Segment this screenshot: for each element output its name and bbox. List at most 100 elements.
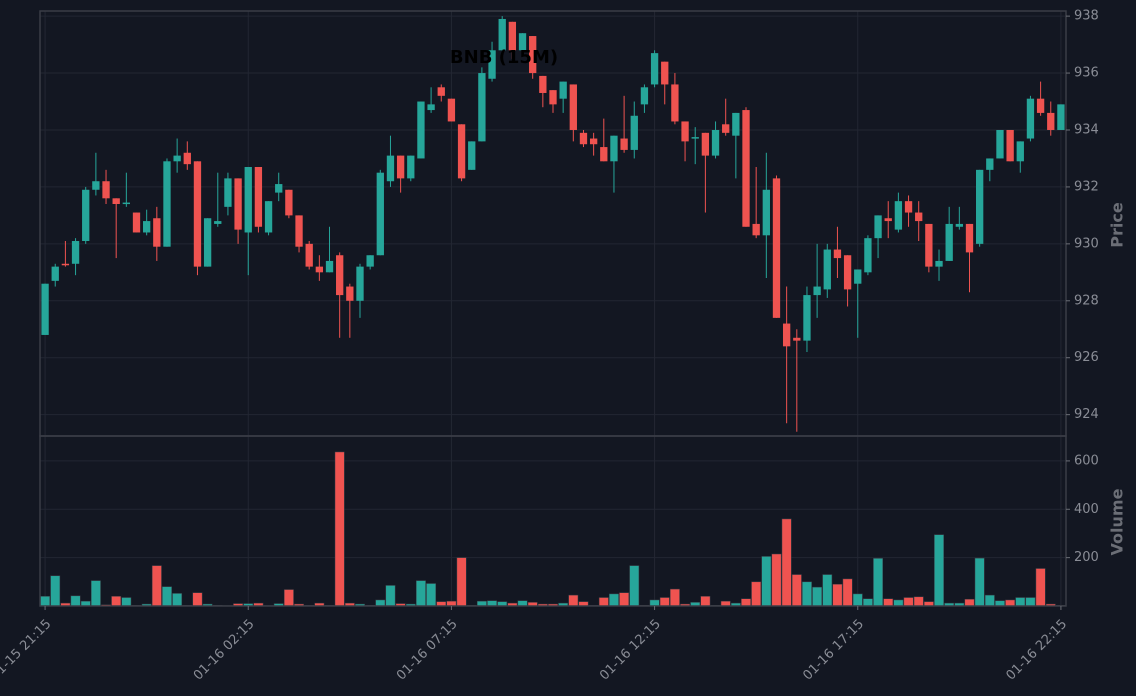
candle-body [640,87,649,105]
candle-body [417,101,425,159]
volume-bar [375,599,386,607]
candle-body [366,255,374,267]
y-tick-label: 400 [1074,502,1099,517]
candle-body [275,184,283,193]
candle-body [203,218,212,267]
volume-bar [649,599,660,607]
volume-bar [852,593,863,607]
candle-body [701,132,710,156]
candle-body [92,181,100,190]
candle-body [579,132,588,145]
candle-body [589,138,598,145]
candle-body [986,158,994,170]
volume-bar [984,594,995,607]
candle-body [1057,104,1065,130]
candle-body [82,189,90,242]
volume-bar [913,596,924,607]
volume-bar [802,581,812,607]
candle-body [691,137,699,139]
candle-body [336,255,344,296]
volume-bar [1025,597,1036,607]
candle-body [132,212,141,233]
candle-body [965,223,974,253]
candle-body [864,238,872,273]
volume-bar [456,557,467,607]
volume-bar [934,534,944,607]
candle-body [925,223,933,267]
candle-body [600,147,608,162]
volume-bar [121,597,132,607]
candle-body [793,337,801,341]
candle-body [478,73,486,142]
volume-bar [771,553,782,607]
candle-body [437,87,445,96]
volume-bar [1005,599,1016,607]
volume-bar [812,586,823,607]
candle-body [295,215,303,247]
candle-body [742,110,750,227]
candle-body [224,178,232,207]
candle-body [813,286,821,296]
candle-body [183,152,191,165]
candle-body [346,286,354,301]
candle-body [630,115,638,150]
volume-bar [862,598,873,607]
y-tick-label: 932 [1074,179,1099,194]
y-tick-label: 200 [1074,550,1099,565]
candle-body [71,241,80,264]
candle-body [193,161,202,267]
volume-bar [426,583,437,607]
chart-title: BNB (15M) [450,47,558,68]
candle-body [833,249,842,259]
volume-bar [50,575,61,607]
volume-bar [822,574,833,607]
candle-body [894,201,903,230]
volume-bar [90,580,101,607]
candle-body [722,124,730,133]
y-tick-label: 926 [1074,350,1099,365]
candle-body [975,169,984,244]
candle-body [1006,129,1014,162]
volume-bar [629,565,640,607]
volume-bar [1015,597,1026,607]
volume-bar [974,557,985,607]
candle-body [285,189,293,216]
candle-body [945,223,953,261]
y-tick-label: 600 [1074,453,1099,468]
candle-body [661,61,669,85]
volume-bar [40,596,51,607]
volume-axis-label: Volume [1108,488,1127,555]
candle-body [315,266,324,273]
volume-bar [192,592,203,607]
y-axis-label: Price [1108,202,1127,248]
volume-bar [903,597,914,607]
volume-bar [832,583,843,607]
volume-bar [70,595,81,607]
candle-body [904,201,913,213]
y-tick-label: 928 [1074,293,1099,308]
candle-body [214,221,222,224]
candle-body [935,260,943,267]
candle-body [996,129,1004,159]
candle-body [163,161,171,247]
candle-body [569,84,577,130]
candle-body [51,266,59,281]
candle-body [427,104,435,111]
candle-body [153,218,161,247]
candle-body [1026,98,1035,139]
volume-bar [995,600,1005,607]
candle-body [762,189,770,236]
volume-bar [334,451,345,607]
candle-body [396,155,405,179]
volume-bar [487,600,497,607]
y-tick-label: 934 [1074,122,1099,137]
y-tick-label: 924 [1074,407,1099,422]
candle-body [772,178,781,318]
volume-bar [659,597,670,607]
volume-bar [842,578,853,607]
volume-frame [39,435,1067,607]
candle-body [407,155,415,179]
candle-body [803,295,811,341]
y-tick-label: 936 [1074,66,1099,81]
